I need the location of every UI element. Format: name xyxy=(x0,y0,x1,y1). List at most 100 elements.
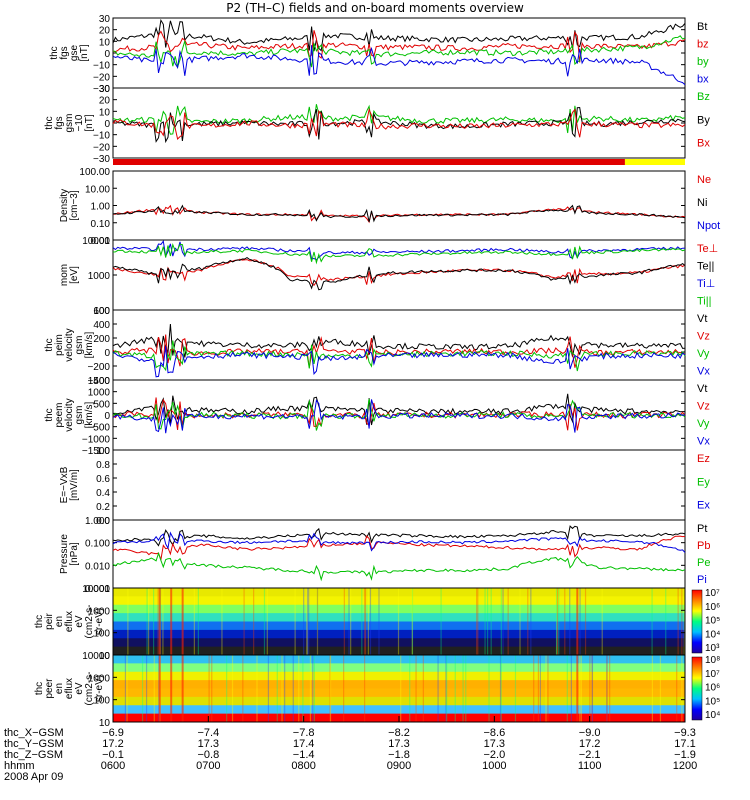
legend-Vx: Vx xyxy=(697,366,710,378)
y-axis-label: −10 xyxy=(74,114,85,131)
legend-Ti⊥: Ti⊥ xyxy=(697,278,715,290)
legend-Bt: Bt xyxy=(697,21,707,33)
spectrogram-band xyxy=(113,646,685,656)
panel-frame xyxy=(112,17,686,89)
y-tick-label: 10 xyxy=(99,651,111,662)
spectrogram-streak xyxy=(263,588,266,655)
spectrogram-streak xyxy=(153,655,155,722)
spectrogram-streak xyxy=(208,655,210,722)
y-axis-label: thc xyxy=(44,116,55,129)
spectrogram-streak xyxy=(446,655,448,722)
x-row-value: −2.1 xyxy=(579,749,601,761)
y-axis-label: en xyxy=(54,683,65,694)
spectrogram-streak xyxy=(281,655,283,722)
y-axis-label: [nT] xyxy=(79,44,90,61)
y-tick-label: 500 xyxy=(93,399,110,410)
spectrogram-spike xyxy=(158,588,161,655)
y-axis-label: E=−VxB xyxy=(59,466,70,503)
spectrogram-streak xyxy=(556,588,559,655)
legend-Te||: Te|| xyxy=(697,261,714,273)
y-axis-label: [eV] xyxy=(69,266,80,284)
y-axis-label: fgs xyxy=(59,46,70,59)
spectrogram-streak xyxy=(499,655,502,722)
spectrogram-streak xyxy=(397,588,400,655)
y-axis-label: thc xyxy=(34,682,45,695)
series-trace-by xyxy=(112,35,686,70)
spectrogram-band xyxy=(113,596,685,606)
x-row-value: 17.1 xyxy=(674,738,695,750)
y-axis-label: en xyxy=(54,616,65,627)
spectrogram-streak xyxy=(580,655,582,722)
y-tick-label: 0.001 xyxy=(85,584,110,595)
y-axis-label: eV xyxy=(74,615,85,628)
spectrogram-streak xyxy=(343,655,345,722)
y-tick-label: 1000 xyxy=(88,673,111,684)
series-trace-Bz xyxy=(112,104,686,135)
spectrogram-streak xyxy=(500,655,502,722)
spectrogram-streak xyxy=(363,655,366,722)
spectrogram-band xyxy=(113,680,685,689)
x-row-label: thc_Z−GSM xyxy=(4,749,63,761)
x-row-value: −6.9 xyxy=(102,727,124,739)
spectrogram-band xyxy=(113,588,685,597)
spectrogram-streak xyxy=(266,588,268,655)
colorbar-tick-label: 10³ xyxy=(705,643,720,654)
spectrogram-streak xyxy=(676,655,678,722)
series-trace-Vx xyxy=(112,346,686,378)
series-trace-bx xyxy=(112,45,686,86)
legend-By: By xyxy=(697,114,710,126)
y-tick-label: 20 xyxy=(99,26,111,37)
spectrogram-streak xyxy=(146,588,148,655)
spectrogram-streak xyxy=(462,655,464,722)
colorbar xyxy=(691,656,703,721)
y-tick-label: 10000 xyxy=(82,584,110,595)
spectrogram-streak xyxy=(298,655,300,722)
spectrogram-band xyxy=(113,663,685,673)
spectrogram-streak xyxy=(284,655,286,722)
legend-by: by xyxy=(697,56,709,68)
x-row-value: 1100 xyxy=(578,760,602,772)
spectrogram-streak xyxy=(316,588,319,655)
x-row-value: −0.1 xyxy=(102,749,124,761)
y-axis-label: [mV/m] xyxy=(69,469,80,501)
y-tick-label: 100 xyxy=(93,629,110,640)
mode-bar-red xyxy=(113,159,625,165)
spectrogram-streak xyxy=(226,655,228,722)
spectrogram-streak xyxy=(465,655,467,722)
legend-Vt: Vt xyxy=(697,383,707,395)
y-tick-label: 600 xyxy=(93,306,110,317)
x-row-value: −9.3 xyxy=(674,727,696,739)
spectrogram-streak xyxy=(507,588,509,655)
spectrogram-streak xyxy=(584,588,587,655)
spectrogram-streak xyxy=(533,655,535,722)
colorbar-tick-label: 10⁶ xyxy=(705,602,720,613)
x-row-value: −1.8 xyxy=(388,749,410,761)
y-tick-label: −20 xyxy=(93,142,110,153)
x-row-value: 0800 xyxy=(291,760,315,772)
y-tick-label: 1.00 xyxy=(91,202,111,213)
x-row-value: 1200 xyxy=(673,760,697,772)
x-row-value: 17.2 xyxy=(579,738,600,750)
spectrogram-streak xyxy=(292,655,294,722)
y-axis-label: (cm2-s- xyxy=(84,605,95,639)
spectrogram-streak xyxy=(437,655,439,722)
legend-Ez: Ez xyxy=(697,453,710,465)
y-tick-label: 10 xyxy=(99,37,111,48)
colorbar-tick-label: 10⁵ xyxy=(705,696,720,707)
x-row-label: thc_X−GSM xyxy=(4,727,64,739)
y-tick-label: 10000 xyxy=(82,236,110,247)
spectrogram-spike xyxy=(158,655,161,722)
spectrogram-streak xyxy=(490,588,492,655)
legend-Bx: Bx xyxy=(697,138,710,150)
y-tick-label: −400 xyxy=(87,376,110,387)
series-trace-Bx xyxy=(112,108,686,140)
spectrogram-band xyxy=(113,671,685,681)
spectrogram-streak xyxy=(364,588,366,655)
y-axis-label: thc xyxy=(49,46,60,59)
spectrogram-band xyxy=(113,604,685,614)
y-tick-label: 10 xyxy=(99,107,111,118)
x-row-label: hhmm xyxy=(4,760,35,772)
spectrogram-streak xyxy=(488,655,490,722)
spectrogram-streak xyxy=(411,588,414,655)
legend-Vx: Vx xyxy=(697,436,710,448)
